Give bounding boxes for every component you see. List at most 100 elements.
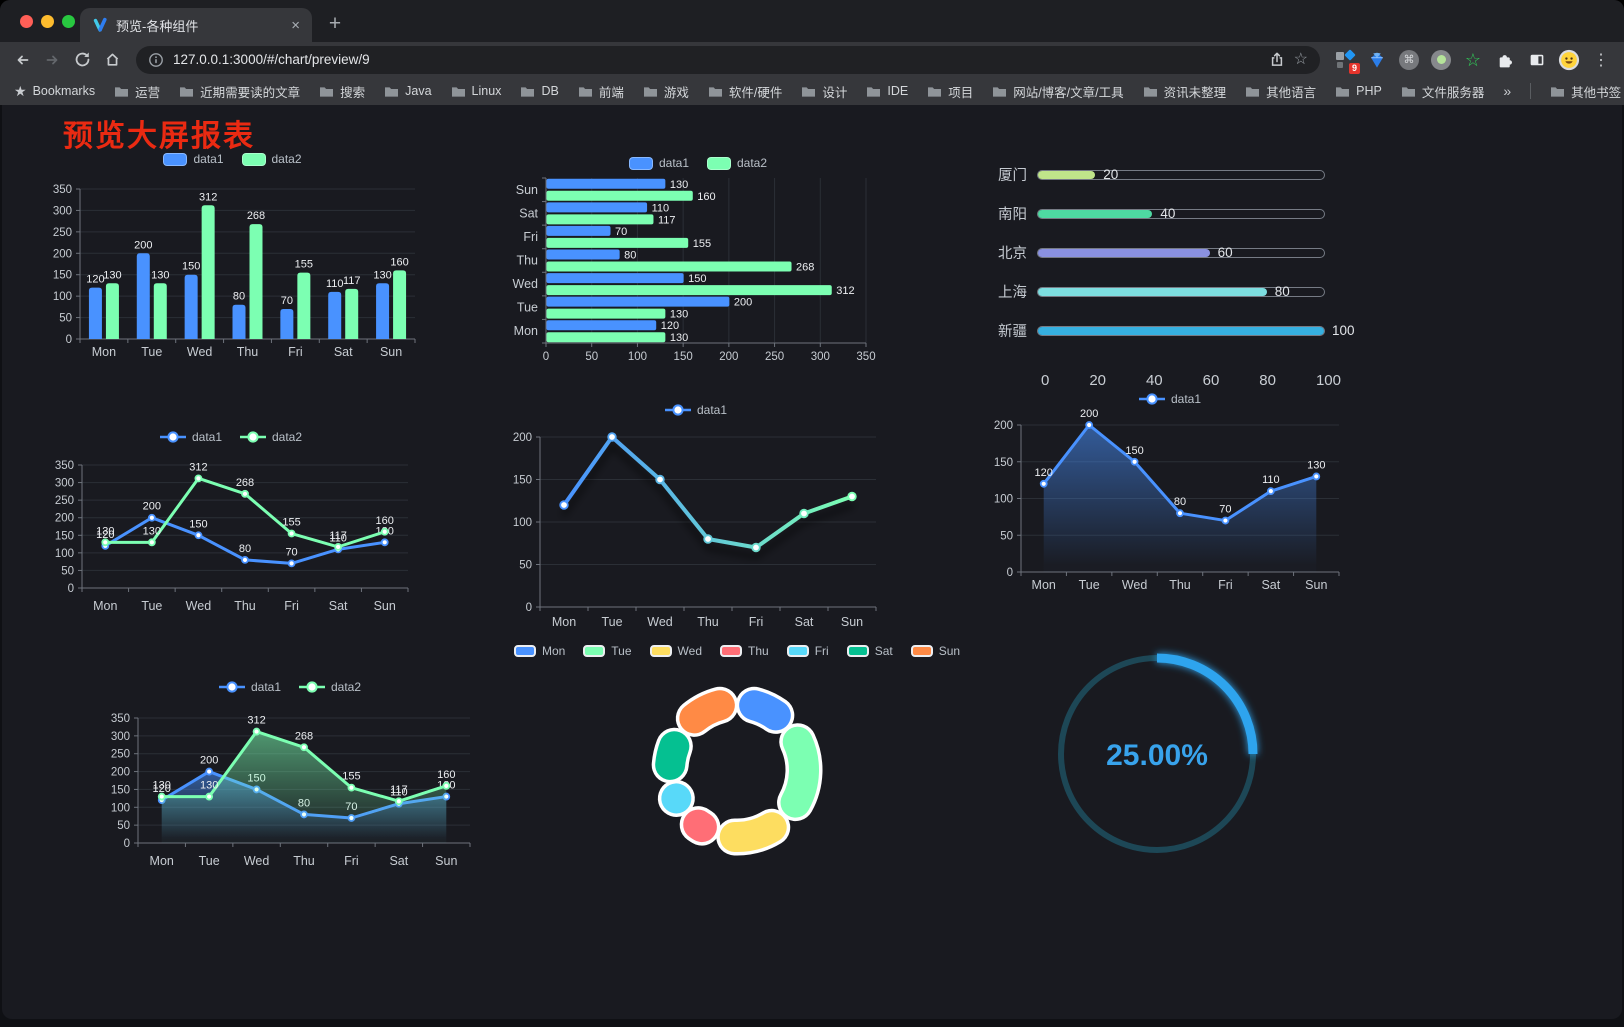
extension-command-icon[interactable]: ⌘ bbox=[1398, 49, 1420, 71]
maximize-window-button[interactable] bbox=[62, 15, 75, 28]
new-tab-button[interactable]: + bbox=[328, 12, 342, 35]
svg-text:Sat: Sat bbox=[519, 206, 538, 220]
bookmark-folder[interactable]: Linux bbox=[451, 84, 501, 98]
legend-item-data1[interactable]: data1 bbox=[159, 430, 222, 444]
svg-text:25.00%: 25.00% bbox=[1106, 739, 1208, 772]
svg-text:Sun: Sun bbox=[374, 599, 396, 613]
legend-item-Mon[interactable]: Mon bbox=[513, 644, 565, 658]
svg-text:Tue: Tue bbox=[141, 599, 162, 613]
bookmark-folder[interactable]: 近期需要读的文章 bbox=[179, 82, 300, 101]
folder-icon bbox=[802, 86, 816, 97]
svg-text:Thu: Thu bbox=[697, 615, 719, 629]
svg-text:Wed: Wed bbox=[1122, 578, 1148, 592]
svg-text:Mon: Mon bbox=[552, 615, 576, 629]
close-window-button[interactable] bbox=[20, 15, 33, 28]
legend-item-data1[interactable]: data1 bbox=[1138, 392, 1201, 406]
forward-button[interactable] bbox=[38, 46, 66, 74]
legend-item-data2[interactable]: data2 bbox=[299, 680, 361, 694]
bookmark-folder[interactable]: Java bbox=[384, 84, 432, 98]
legend-item-Tue[interactable]: Tue bbox=[583, 644, 632, 658]
site-info-icon[interactable] bbox=[148, 52, 164, 68]
legend-item-Thu[interactable]: Thu bbox=[720, 644, 769, 658]
share-icon[interactable] bbox=[1269, 51, 1285, 68]
legend-item-data2[interactable]: data2 bbox=[241, 152, 302, 166]
bookmark-folder[interactable]: 其他语言 bbox=[1245, 82, 1316, 101]
reload-button[interactable] bbox=[68, 46, 96, 74]
folder-icon bbox=[928, 86, 942, 97]
menu-kebab-icon[interactable]: ⋮ bbox=[1593, 51, 1609, 69]
bookmarks-overflow-chevron[interactable]: » bbox=[1503, 83, 1512, 99]
bookmark-folder[interactable]: 文件服务器 bbox=[1401, 82, 1484, 101]
legend-item-Sun[interactable]: Sun bbox=[910, 644, 960, 658]
legend-item-Fri[interactable]: Fri bbox=[786, 644, 829, 658]
svg-text:160: 160 bbox=[697, 191, 715, 203]
bookmark-folder[interactable]: 运营 bbox=[114, 82, 160, 101]
extensions-puzzle-icon[interactable] bbox=[1494, 49, 1516, 71]
svg-text:155: 155 bbox=[693, 238, 711, 250]
progress-track: 40 bbox=[1037, 206, 1325, 221]
browser-tab[interactable]: 预览-各种组件 × bbox=[80, 8, 312, 42]
bookmarks-manager[interactable]: ★ Bookmarks bbox=[14, 83, 95, 100]
svg-text:200: 200 bbox=[1080, 409, 1098, 420]
legend-item-Sat[interactable]: Sat bbox=[846, 644, 893, 658]
svg-text:130: 130 bbox=[96, 525, 114, 537]
side-panel-icon[interactable] bbox=[1526, 49, 1548, 71]
legend-item-data1[interactable]: data1 bbox=[218, 680, 281, 694]
svg-text:130: 130 bbox=[670, 332, 688, 344]
extension-record-icon[interactable] bbox=[1430, 49, 1452, 71]
legend-item-data1[interactable]: data1 bbox=[628, 156, 689, 170]
chart-grouped-bar: data1 data2 0 50 100 150 200 250 300 350 Mon Tue Wed… bbox=[40, 149, 425, 365]
chart-gauge: 25.00% bbox=[1046, 643, 1268, 865]
legend-item-data2[interactable]: data2 bbox=[240, 430, 302, 444]
svg-text:300: 300 bbox=[55, 478, 74, 490]
bookmark-star-icon[interactable]: ☆ bbox=[1293, 50, 1308, 68]
folder-icon bbox=[708, 86, 722, 97]
svg-text:312: 312 bbox=[189, 461, 207, 473]
bookmark-folder[interactable]: 搜索 bbox=[319, 82, 365, 101]
profile-avatar[interactable] bbox=[1558, 49, 1580, 71]
bookmark-folder[interactable]: 软件/硬件 bbox=[708, 82, 782, 101]
folder-icon bbox=[115, 86, 129, 97]
svg-text:150: 150 bbox=[55, 530, 74, 542]
bookmark-folder[interactable]: IDE bbox=[866, 84, 908, 98]
progress-fill bbox=[1038, 209, 1153, 218]
extension-star-icon[interactable]: ☆ bbox=[1464, 49, 1482, 70]
legend-item-data1[interactable]: data1 bbox=[163, 152, 224, 166]
svg-text:Sun: Sun bbox=[435, 854, 457, 868]
url-text[interactable]: 127.0.0.1:3000/#/chart/preview/9 bbox=[173, 52, 370, 67]
bookmark-folder[interactable]: 项目 bbox=[927, 82, 973, 101]
bookmark-folder[interactable]: 资讯未整理 bbox=[1143, 82, 1226, 101]
progress-row-北京: 北京 60 bbox=[995, 233, 1367, 272]
svg-text:130: 130 bbox=[200, 780, 218, 792]
extension-proxy-icon[interactable]: 9 bbox=[1334, 48, 1360, 74]
svg-text:200: 200 bbox=[55, 513, 74, 525]
url-bar[interactable]: 127.0.0.1:3000/#/chart/preview/9 ☆ bbox=[136, 45, 1320, 74]
svg-text:155: 155 bbox=[295, 259, 313, 271]
back-button[interactable] bbox=[8, 46, 36, 74]
svg-text:200: 200 bbox=[994, 420, 1013, 432]
bookmark-folder[interactable]: DB bbox=[520, 84, 559, 98]
extension-gem-icon[interactable] bbox=[1366, 49, 1388, 71]
svg-text:100: 100 bbox=[55, 548, 74, 560]
legend-item-data1[interactable]: data1 bbox=[664, 403, 727, 417]
other-bookmarks[interactable]: 其他书签 bbox=[1550, 82, 1621, 101]
traffic-lights bbox=[20, 15, 75, 28]
svg-text:80: 80 bbox=[624, 250, 636, 262]
svg-text:Sun: Sun bbox=[841, 615, 863, 629]
minimize-window-button[interactable] bbox=[41, 15, 54, 28]
home-button[interactable] bbox=[98, 46, 126, 74]
bookmark-folder[interactable]: PHP bbox=[1335, 84, 1382, 98]
bookmark-folder[interactable]: 网站/博客/文章/工具 bbox=[992, 82, 1124, 101]
legend-item-Wed[interactable]: Wed bbox=[649, 644, 702, 658]
tab-close-icon[interactable]: × bbox=[291, 16, 300, 34]
bookmark-folder[interactable]: 游戏 bbox=[643, 82, 689, 101]
legend-item-data2[interactable]: data2 bbox=[707, 156, 767, 170]
svg-text:268: 268 bbox=[295, 730, 313, 742]
bookmark-folder[interactable]: 前端 bbox=[578, 82, 624, 101]
progress-track: 60 bbox=[1037, 245, 1325, 260]
browser-toolbar: 127.0.0.1:3000/#/chart/preview/9 ☆ 9 ⌘ bbox=[0, 42, 1624, 77]
bookmark-folder[interactable]: 设计 bbox=[801, 82, 847, 101]
svg-text:70: 70 bbox=[1219, 504, 1231, 516]
svg-text:250: 250 bbox=[53, 227, 72, 239]
